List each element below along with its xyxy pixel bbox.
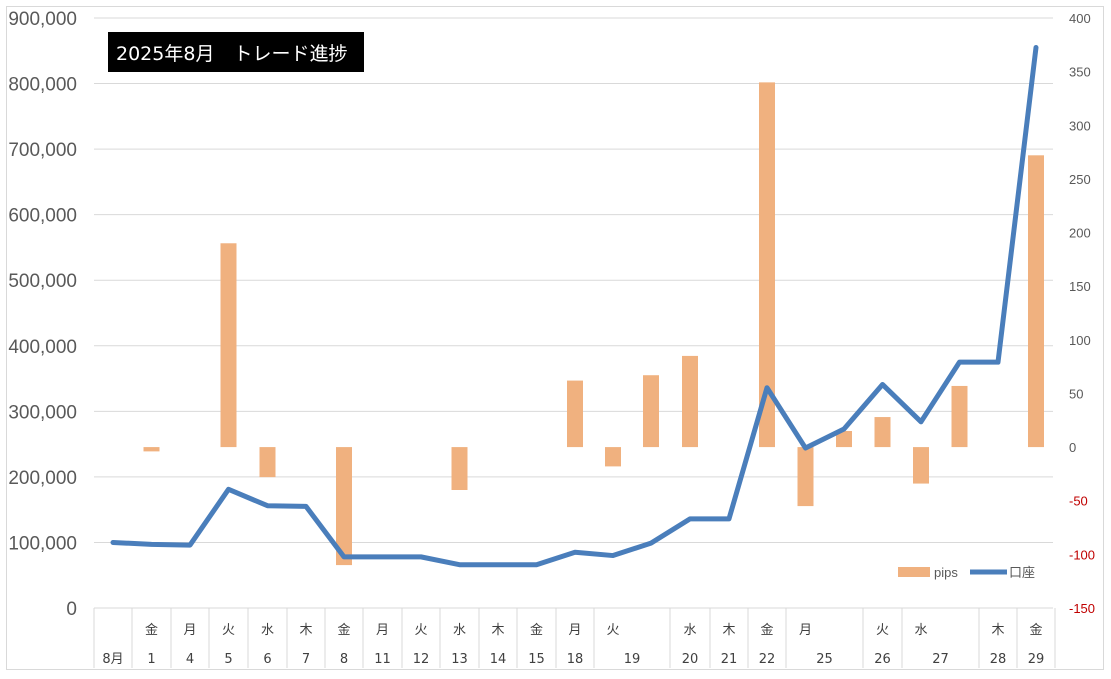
category-weekday: 木 bbox=[722, 623, 735, 638]
pips-bar bbox=[913, 447, 929, 484]
pips-bar bbox=[1028, 155, 1044, 448]
gridlines bbox=[94, 17, 1053, 543]
category-day: 8 bbox=[340, 652, 348, 667]
right-tick-label: 350 bbox=[1069, 65, 1091, 80]
right-tick-label: -100 bbox=[1069, 547, 1095, 562]
right-tick-label: 200 bbox=[1069, 226, 1091, 241]
left-tick-label: 900,000 bbox=[8, 9, 77, 30]
right-tick-label: 100 bbox=[1069, 333, 1091, 348]
category-day: 18 bbox=[567, 652, 584, 667]
category-weekday: 水 bbox=[453, 623, 466, 638]
category-weekday: 木 bbox=[299, 623, 312, 638]
category-weekday: 木 bbox=[491, 623, 504, 638]
category-weekday: 月 bbox=[183, 623, 196, 638]
pips-bar bbox=[759, 82, 775, 448]
category-table: 8月金1月4火5水6木7金8月11火12水13木14金15月18火19水20木2… bbox=[93, 607, 1056, 668]
category-weekday: 月 bbox=[568, 623, 581, 638]
category-day: 19 bbox=[624, 652, 641, 667]
right-tick-label: 150 bbox=[1069, 279, 1091, 294]
category-day: 1 bbox=[147, 652, 155, 667]
pips-bar bbox=[336, 447, 352, 566]
right-tick-label: 300 bbox=[1069, 118, 1091, 133]
category-weekday: 火 bbox=[414, 623, 427, 638]
category-weekday: 水 bbox=[914, 623, 927, 638]
right-tick-label: 400 bbox=[1069, 11, 1091, 26]
left-tick-label: 300,000 bbox=[8, 402, 77, 423]
legend: pips 口座 bbox=[898, 565, 1035, 580]
category-day: 29 bbox=[1028, 652, 1045, 667]
category-day: 15 bbox=[528, 652, 545, 667]
right-tick-label: -50 bbox=[1069, 494, 1088, 509]
left-tick-label: 200,000 bbox=[8, 468, 77, 489]
pips-bar bbox=[143, 447, 160, 452]
pips-bars bbox=[143, 82, 1044, 566]
category-weekday: 金 bbox=[1029, 622, 1042, 638]
pips-bar bbox=[220, 243, 237, 448]
category-day: 28 bbox=[990, 652, 1007, 667]
pips-bar bbox=[874, 417, 891, 448]
category-day: 14 bbox=[490, 652, 507, 667]
right-tick-label: -150 bbox=[1069, 601, 1095, 616]
category-day: 21 bbox=[721, 652, 738, 667]
category-weekday: 金 bbox=[530, 622, 543, 638]
left-tick-label: 800,000 bbox=[8, 75, 77, 96]
right-tick-label: 0 bbox=[1069, 440, 1076, 455]
legend-pips-label: pips bbox=[934, 565, 958, 580]
left-tick-label: 100,000 bbox=[8, 533, 77, 554]
pips-bar bbox=[451, 447, 468, 490]
right-tick-label: 250 bbox=[1069, 172, 1091, 187]
category-day: 6 bbox=[263, 652, 271, 667]
category-weekday: 金 bbox=[145, 622, 158, 638]
category-day: 12 bbox=[413, 652, 430, 667]
pips-bar bbox=[605, 447, 621, 467]
pips-bar bbox=[951, 385, 968, 448]
account-line bbox=[110, 45, 1039, 568]
left-tick-label: 400,000 bbox=[8, 337, 77, 358]
category-day: 20 bbox=[682, 652, 699, 667]
pips-bar bbox=[797, 447, 814, 507]
left-tick-label: 0 bbox=[66, 599, 77, 620]
pips-bar bbox=[259, 447, 276, 478]
category-weekday: 金 bbox=[760, 622, 773, 638]
category-day: 25 bbox=[816, 652, 833, 667]
pips-bar bbox=[682, 355, 698, 448]
left-tick-label: 500,000 bbox=[8, 271, 77, 292]
pips-bar bbox=[643, 375, 659, 448]
category-weekday: 水 bbox=[261, 623, 274, 638]
category-day: 26 bbox=[874, 652, 891, 667]
chart-title: 2025年8月 トレード進捗 bbox=[108, 32, 364, 72]
category-weekday: 木 bbox=[991, 623, 1004, 638]
chart-title-text: 2025年8月 トレード進捗 bbox=[116, 43, 347, 65]
left-tick-label: 700,000 bbox=[8, 140, 77, 161]
chart-title-box bbox=[108, 32, 364, 72]
account-line-path bbox=[110, 45, 1039, 568]
category-weekday: 火 bbox=[222, 623, 235, 638]
legend-pips-swatch bbox=[898, 567, 930, 577]
category-weekday: 月 bbox=[799, 623, 812, 638]
category-weekday: 火 bbox=[876, 623, 889, 638]
category-day: 27 bbox=[932, 652, 949, 667]
legend-account-label: 口座 bbox=[1009, 565, 1035, 580]
category-day: 11 bbox=[374, 652, 391, 667]
category-day: 8月 bbox=[102, 652, 123, 667]
category-weekday: 火 bbox=[606, 623, 619, 638]
pips-bar bbox=[567, 380, 583, 448]
category-day: 13 bbox=[451, 652, 468, 667]
left-axis-ticks: 0 100,000 200,000 300,000 400,000 500,000 600,… bbox=[8, 9, 77, 620]
category-day: 22 bbox=[759, 652, 776, 667]
right-tick-label: 50 bbox=[1069, 386, 1083, 401]
category-weekday: 金 bbox=[337, 622, 350, 638]
category-day: 5 bbox=[224, 652, 232, 667]
category-day: 4 bbox=[186, 652, 194, 667]
category-weekday: 月 bbox=[376, 623, 389, 638]
left-tick-label: 600,000 bbox=[8, 206, 77, 227]
category-day: 7 bbox=[302, 652, 310, 667]
right-axis-ticks: -150 -100 -50 0 50 100 150 200 250 300 350 400 bbox=[1069, 11, 1095, 616]
pips-bar bbox=[836, 431, 852, 448]
category-weekday: 水 bbox=[683, 623, 696, 638]
